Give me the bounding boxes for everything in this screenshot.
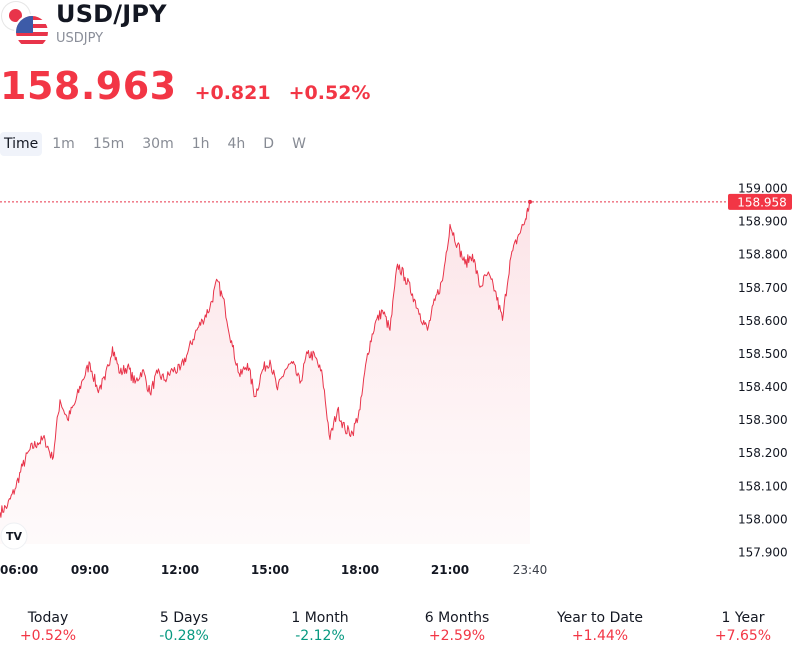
tradingview-logo-icon[interactable]: TV — [0, 522, 28, 550]
period-label: 6 Months — [424, 610, 490, 626]
y-tick-label: 158.000 — [738, 512, 788, 526]
period-value: +0.52% — [19, 628, 77, 644]
symbol-title: USD/JPY — [56, 0, 167, 28]
currency-flags — [0, 0, 50, 50]
tab-1h[interactable]: 1h — [191, 136, 210, 152]
x-tick-label: 18:00 — [341, 563, 379, 577]
period-label: Today — [27, 610, 69, 626]
performance-row: Today +0.52% 5 Days -0.28% 1 Month -2.12… — [0, 610, 800, 658]
y-tick-label: 158.200 — [738, 446, 788, 460]
change-absolute: +0.821 — [194, 82, 271, 104]
y-tick-label: 158.300 — [738, 413, 788, 427]
period-label: Year to Date — [556, 610, 644, 626]
y-tick-label: 157.900 — [738, 546, 788, 560]
period-label: 5 Days — [159, 610, 209, 626]
period-value: +7.65% — [714, 628, 772, 644]
y-tick-label: 158.100 — [738, 479, 788, 493]
period-5-days[interactable]: 5 Days -0.28% — [134, 610, 234, 644]
period-1-year[interactable]: 1 Year +7.65% — [693, 610, 793, 644]
symbol-code: USDJPY — [56, 31, 104, 46]
y-tick-label: 158.500 — [738, 347, 788, 361]
y-tick-label: 158.700 — [738, 281, 788, 295]
period-label: 1 Year — [721, 610, 765, 626]
period-year-to-date[interactable]: Year to Date +1.44% — [550, 610, 650, 644]
last-price-dot — [528, 199, 532, 204]
last-price-label: 158.958 — [737, 195, 787, 209]
y-tick-label: 158.900 — [738, 215, 788, 229]
us-flag-icon — [16, 16, 48, 48]
period-6-months[interactable]: 6 Months +2.59% — [407, 610, 507, 644]
y-tick-label: 158.600 — [738, 314, 788, 328]
y-tick-label: 159.000 — [738, 182, 788, 196]
period-today[interactable]: Today +0.52% — [0, 610, 98, 644]
x-tick-label: 15:00 — [251, 563, 289, 577]
y-tick-label: 158.400 — [738, 380, 788, 394]
current-price: 158.963 — [0, 64, 177, 108]
period-value: +1.44% — [571, 628, 629, 644]
price-chart[interactable]: 158.958 159.000 158.900 158.800 158.700 158.… — [0, 170, 800, 590]
x-tick-label: 12:00 — [161, 563, 199, 577]
tab-1m[interactable]: 1m — [52, 136, 75, 152]
tab-w[interactable]: W — [292, 136, 306, 152]
x-tick-label: 21:00 — [431, 563, 469, 577]
period-1-month[interactable]: 1 Month -2.12% — [270, 610, 370, 644]
last-price-label-bg — [728, 193, 792, 210]
period-value: +2.59% — [428, 628, 486, 644]
price-series-line — [0, 201, 531, 518]
tab-d[interactable]: D — [263, 136, 275, 152]
price-area-fill — [0, 201, 530, 544]
period-value: -2.12% — [295, 628, 345, 644]
x-tick-label: 09:00 — [71, 563, 109, 577]
timeframe-tabs: Time 1m 15m 30m 1h 4h D W — [0, 132, 316, 156]
tab-15m[interactable]: 15m — [92, 136, 125, 152]
x-tick-label: 06:00 — [0, 563, 38, 577]
tab-4h[interactable]: 4h — [227, 136, 246, 152]
period-value: -0.28% — [159, 628, 209, 644]
tab-time[interactable]: Time — [0, 132, 43, 156]
price-row: 158.963 +0.821 +0.52% — [0, 64, 370, 108]
x-tick-label: 23:40 — [513, 563, 548, 577]
period-label: 1 Month — [291, 610, 349, 626]
tab-30m[interactable]: 30m — [142, 136, 174, 152]
svg-text:TV: TV — [6, 530, 23, 543]
change-percent: +0.52% — [288, 82, 371, 104]
y-tick-label: 158.800 — [738, 248, 788, 262]
